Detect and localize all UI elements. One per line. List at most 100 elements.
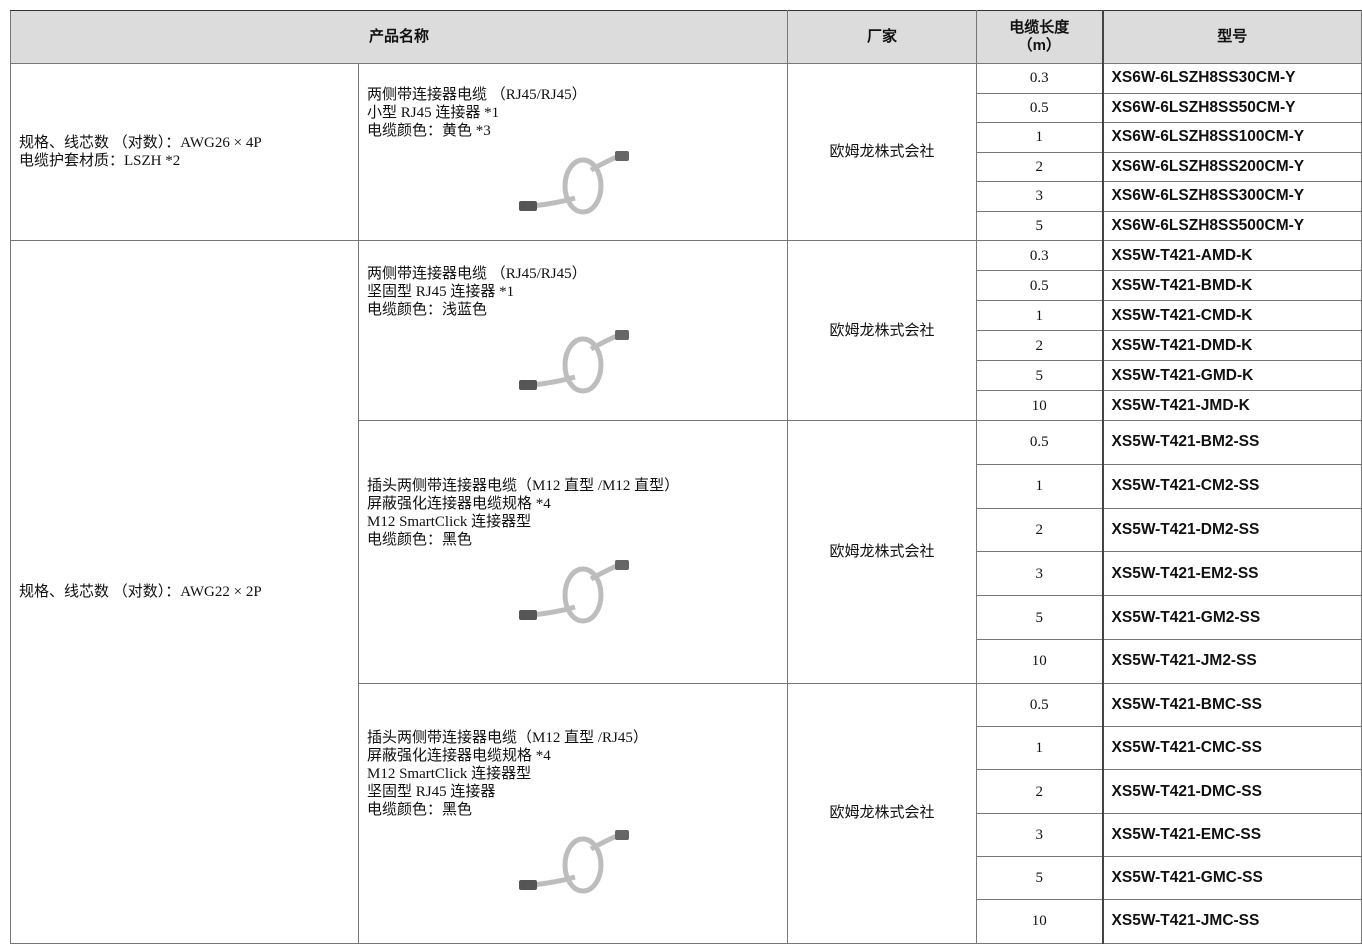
- header-row: 产品名称 厂家 电缆长度 （m） 型号: [9, 10, 1362, 64]
- length-cell: 0.3: [976, 63, 1104, 94]
- cable-image: [519, 329, 629, 393]
- header-cell: 电缆长度 （m）: [976, 10, 1104, 64]
- length-cell: 1: [976, 463, 1104, 509]
- description-line: 电缆颜色：浅蓝色: [367, 301, 488, 318]
- length-cell: 2: [976, 769, 1104, 814]
- table-row: 5 XS5W-T421-GMC-SS: [11, 855, 1362, 901]
- description-line: 电缆颜色：黑色: [367, 531, 473, 548]
- description-line: 坚固型 RJ45 连接器 *1: [367, 283, 515, 300]
- header-cell: 型号: [1101, 10, 1362, 64]
- cable-image: [519, 559, 629, 624]
- length-cell: 1: [976, 726, 1104, 771]
- table-row: 2 XS6W-6LSZH8SS200CM-Y: [11, 151, 1362, 182]
- length-cell: 10: [976, 390, 1104, 421]
- length-cell: 2: [976, 507, 1104, 553]
- maker-cell: 欧姆龙株式会社: [787, 682, 978, 944]
- length-cell: 5: [976, 210, 1104, 241]
- header-cell: 厂家: [787, 10, 978, 64]
- description-line: 屏蔽强化连接器电缆规格 *4: [367, 748, 551, 765]
- spec-line: 规格、线芯数 （对数）：AWG22 × 2P: [19, 583, 262, 600]
- description-line: 插头两侧带连接器电缆（M12 直型 /RJ45）: [367, 730, 648, 747]
- table-row: 5 XS5W-T421-GMD-K: [11, 360, 1362, 391]
- table-row: 10 XS5W-T421-JMC-SS: [11, 899, 1362, 944]
- description-line: 两侧带连接器电缆 （RJ45/RJ45）: [367, 265, 587, 282]
- length-cell: 2: [976, 151, 1104, 182]
- length-cell: 0.5: [976, 270, 1104, 301]
- table-row: 规格、线芯数 （对数）：AWG22 × 2P 两侧带连接器电缆 （RJ45/RJ4…: [10, 240, 1362, 944]
- model-cell: XS5W-T421-BMD-K: [1101, 270, 1362, 301]
- spec-cell: 规格、线芯数 （对数）：AWG26 × 4P 电缆护套材质：LSZH *2: [10, 63, 359, 241]
- description-cell: 两侧带连接器电缆 （RJ45/RJ45） 坚固型 RJ45 连接器 *1 电缆颜色：…: [357, 240, 789, 421]
- spec-cell: 规格、线芯数 （对数）：AWG22 × 2P: [10, 240, 359, 944]
- length-cell: 5: [976, 855, 1104, 901]
- length-cell: 0.5: [976, 92, 1104, 123]
- table-row: 2 XS5W-T421-DMD-K: [11, 330, 1362, 361]
- table-row: 2 XS5W-T421-DMC-SS: [11, 769, 1362, 814]
- table-row: 10 XS5W-T421-JMD-K: [11, 390, 1362, 421]
- description-cell: 插头两侧带连接器电缆（M12 直型 /M12 直型） 屏蔽强化连接器电缆规格 *4…: [357, 420, 789, 684]
- maker-cell: 欧姆龙株式会社: [787, 63, 978, 241]
- description-line: 电缆颜色：黄色 *3: [367, 123, 491, 139]
- table-row: 5 XS6W-6LSZH8SS500CM-Y: [11, 210, 1362, 241]
- model-cell: XS5W-T421-DM2-SS: [1101, 507, 1362, 553]
- model-cell: XS5W-T421-JMD-K: [1101, 390, 1362, 421]
- description-line: 屏蔽强化连接器电缆规格 *4: [367, 495, 551, 512]
- model-cell: XS5W-T421-BM2-SS: [1101, 420, 1362, 465]
- model-cell: XS6W-6LSZH8SS200CM-Y: [1101, 151, 1362, 182]
- model-cell: XS5W-T421-CMC-SS: [1101, 726, 1362, 771]
- table-row: 2 XS5W-T421-DM2-SS: [11, 507, 1362, 553]
- description-line: 插头两侧带连接器电缆（M12 直型 /M12 直型）: [367, 477, 680, 494]
- header-line: 电缆长度: [1009, 19, 1070, 36]
- model-cell: XS5W-T421-AMD-K: [1101, 240, 1362, 271]
- description-line: 小型 RJ45 连接器 *1: [367, 105, 500, 121]
- product-table: 产品名称 厂家 电缆长度 （m） 型号 规格、线芯数 （对数）：AWG26 × 4…: [9, 10, 1362, 944]
- model-cell: XS6W-6LSZH8SS500CM-Y: [1101, 210, 1362, 241]
- model-cell: XS5W-T421-DMD-K: [1101, 330, 1362, 361]
- description-line: M12 SmartClick 连接器型: [367, 766, 532, 783]
- model-cell: XS5W-T421-CM2-SS: [1101, 463, 1362, 509]
- length-cell: 0.5: [976, 420, 1104, 465]
- spec-line: 规格、线芯数 （对数）：AWG26 × 4P: [19, 135, 262, 151]
- maker-cell: 欧姆龙株式会社: [787, 240, 978, 421]
- length-cell: 0.5: [976, 682, 1104, 728]
- length-cell: 3: [976, 812, 1104, 857]
- length-cell: 0.3: [976, 240, 1104, 271]
- model-cell: XS5W-T421-JMC-SS: [1101, 899, 1362, 944]
- cable-image: [519, 151, 629, 215]
- table-row: 1 XS6W-6LSZH8SS100CM-Y: [11, 122, 1362, 153]
- length-cell: 3: [976, 551, 1104, 597]
- table-row: 0.5 XS5W-T421-BMD-K: [11, 270, 1362, 301]
- description-line: M12 SmartClick 连接器型: [367, 513, 532, 530]
- model-cell: XS6W-6LSZH8SS100CM-Y: [1101, 122, 1362, 153]
- table-row: 3 XS6W-6LSZH8SS300CM-Y: [11, 181, 1362, 212]
- model-cell: XS5W-T421-EM2-SS: [1101, 551, 1362, 597]
- model-cell: XS5W-T421-GMC-SS: [1101, 855, 1362, 901]
- model-cell: XS6W-6LSZH8SS30CM-Y: [1101, 63, 1362, 94]
- table-row: 1 XS5W-T421-CMC-SS: [11, 726, 1362, 771]
- description-line: 两侧带连接器电缆 （RJ45/RJ45）: [367, 87, 587, 103]
- length-cell: 10: [976, 638, 1104, 684]
- length-cell: 10: [976, 899, 1104, 944]
- description-line: 坚固型 RJ45 连接器: [367, 784, 496, 801]
- description-cell: 插头两侧带连接器电缆（M12 直型 /RJ45） 屏蔽强化连接器电缆规格 *4 M1…: [357, 682, 789, 944]
- header-cell: 产品名称: [9, 10, 789, 64]
- model-cell: XS5W-T421-CMD-K: [1101, 300, 1362, 331]
- table-row: 3 XS5W-T421-EMC-SS: [11, 812, 1362, 857]
- table-row: 10 XS5W-T421-JM2-SS: [11, 638, 1362, 684]
- length-cell: 5: [976, 360, 1104, 391]
- model-cell: XS6W-6LSZH8SS300CM-Y: [1101, 181, 1362, 212]
- length-cell: 1: [976, 122, 1104, 153]
- model-cell: XS5W-T421-GMD-K: [1101, 360, 1362, 391]
- model-cell: XS6W-6LSZH8SS50CM-Y: [1101, 92, 1362, 123]
- model-cell: XS5W-T421-JM2-SS: [1101, 638, 1362, 684]
- model-cell: XS5W-T421-DMC-SS: [1101, 769, 1362, 814]
- spec-line: 电缆护套材质：LSZH *2: [19, 153, 181, 169]
- table-body: 规格、线芯数 （对数）：AWG26 × 4P 电缆护套材质：LSZH *2 两侧带连…: [10, 63, 1362, 944]
- description-line: 电缆颜色：黑色: [367, 802, 473, 819]
- length-cell: 5: [976, 595, 1104, 640]
- table-row: 规格、线芯数 （对数）：AWG26 × 4P 电缆护套材质：LSZH *2 两侧带连…: [10, 63, 1362, 241]
- length-cell: 1: [976, 300, 1104, 331]
- length-cell: 3: [976, 181, 1104, 212]
- model-cell: XS5W-T421-GM2-SS: [1101, 595, 1362, 640]
